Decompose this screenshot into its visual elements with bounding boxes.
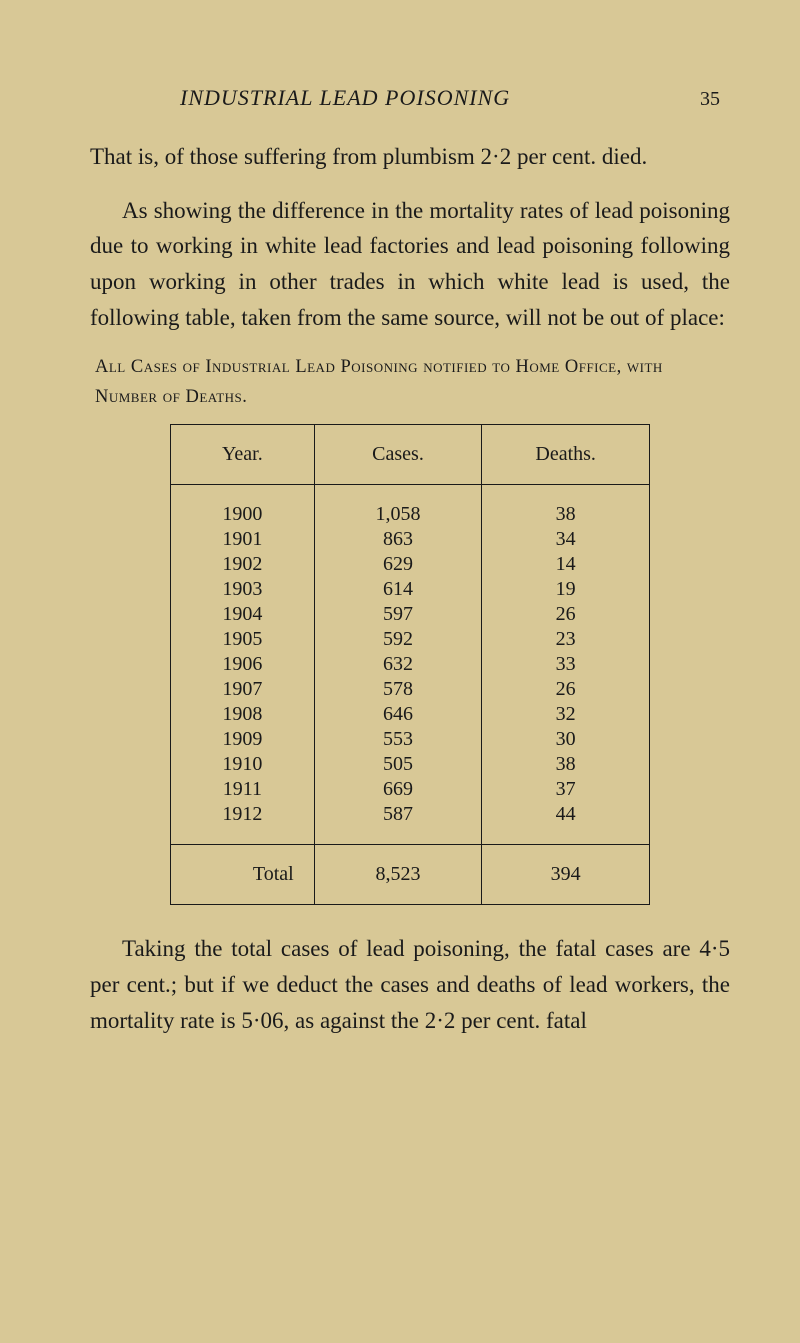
running-header: INDUSTRIAL LEAD POISONING 35 — [90, 85, 730, 111]
cell-deaths: 33 — [482, 652, 650, 677]
cell-cases: 587 — [314, 802, 482, 845]
table-row: 1911 669 37 — [171, 777, 650, 802]
cell-total-label: Total — [171, 845, 315, 905]
cell-deaths: 26 — [482, 602, 650, 627]
table-row: 1901 863 34 — [171, 527, 650, 552]
table-total-row: Total 8,523 394 — [171, 845, 650, 905]
cell-deaths: 44 — [482, 802, 650, 845]
col-header-cases: Cases. — [314, 425, 482, 485]
cell-year: 1908 — [171, 702, 315, 727]
table-row: 1906 632 33 — [171, 652, 650, 677]
page-number: 35 — [700, 88, 720, 111]
paragraph-1: That is, of those suffering from plumbis… — [90, 139, 730, 175]
cell-total-deaths: 394 — [482, 845, 650, 905]
table-row: 1905 592 23 — [171, 627, 650, 652]
cell-cases: 553 — [314, 727, 482, 752]
cell-cases: 632 — [314, 652, 482, 677]
cell-year: 1910 — [171, 752, 315, 777]
cell-cases: 578 — [314, 677, 482, 702]
cell-cases: 592 — [314, 627, 482, 652]
cell-cases: 597 — [314, 602, 482, 627]
cell-year: 1900 — [171, 485, 315, 528]
cell-deaths: 34 — [482, 527, 650, 552]
cell-deaths: 38 — [482, 752, 650, 777]
running-title: INDUSTRIAL LEAD POISONING — [180, 85, 510, 111]
table-caption: All Cases of Industrial Lead Poisoning n… — [95, 353, 725, 412]
paragraph-3: Taking the total cases of lead poisoning… — [90, 931, 730, 1038]
cell-deaths: 19 — [482, 577, 650, 602]
table-row: 1909 553 30 — [171, 727, 650, 752]
cell-deaths: 32 — [482, 702, 650, 727]
table-row: 1900 1,058 38 — [171, 485, 650, 528]
cell-total-cases: 8,523 — [314, 845, 482, 905]
cell-cases: 669 — [314, 777, 482, 802]
table-row: 1912 587 44 — [171, 802, 650, 845]
cell-year: 1907 — [171, 677, 315, 702]
cell-year: 1912 — [171, 802, 315, 845]
cell-year: 1906 — [171, 652, 315, 677]
table-container: Year. Cases. Deaths. 1900 1,058 38 1901 … — [90, 424, 730, 905]
cell-cases: 1,058 — [314, 485, 482, 528]
table-row: 1904 597 26 — [171, 602, 650, 627]
cell-deaths: 37 — [482, 777, 650, 802]
cell-cases: 629 — [314, 552, 482, 577]
col-header-deaths: Deaths. — [482, 425, 650, 485]
table-row: 1907 578 26 — [171, 677, 650, 702]
col-header-year: Year. — [171, 425, 315, 485]
cell-cases: 505 — [314, 752, 482, 777]
data-table: Year. Cases. Deaths. 1900 1,058 38 1901 … — [170, 424, 650, 905]
cell-cases: 646 — [314, 702, 482, 727]
table-row: 1910 505 38 — [171, 752, 650, 777]
table-row: 1903 614 19 — [171, 577, 650, 602]
cell-year: 1902 — [171, 552, 315, 577]
cell-deaths: 23 — [482, 627, 650, 652]
cell-cases: 863 — [314, 527, 482, 552]
table-body: 1900 1,058 38 1901 863 34 1902 629 14 19… — [171, 485, 650, 905]
cell-year: 1904 — [171, 602, 315, 627]
cell-deaths: 26 — [482, 677, 650, 702]
table-row: 1902 629 14 — [171, 552, 650, 577]
cell-deaths: 38 — [482, 485, 650, 528]
table-row: 1908 646 32 — [171, 702, 650, 727]
cell-year: 1911 — [171, 777, 315, 802]
cell-year: 1909 — [171, 727, 315, 752]
cell-cases: 614 — [314, 577, 482, 602]
cell-deaths: 30 — [482, 727, 650, 752]
paragraph-2: As showing the difference in the mortali… — [90, 193, 730, 336]
table-header-row: Year. Cases. Deaths. — [171, 425, 650, 485]
cell-year: 1905 — [171, 627, 315, 652]
cell-deaths: 14 — [482, 552, 650, 577]
cell-year: 1903 — [171, 577, 315, 602]
cell-year: 1901 — [171, 527, 315, 552]
